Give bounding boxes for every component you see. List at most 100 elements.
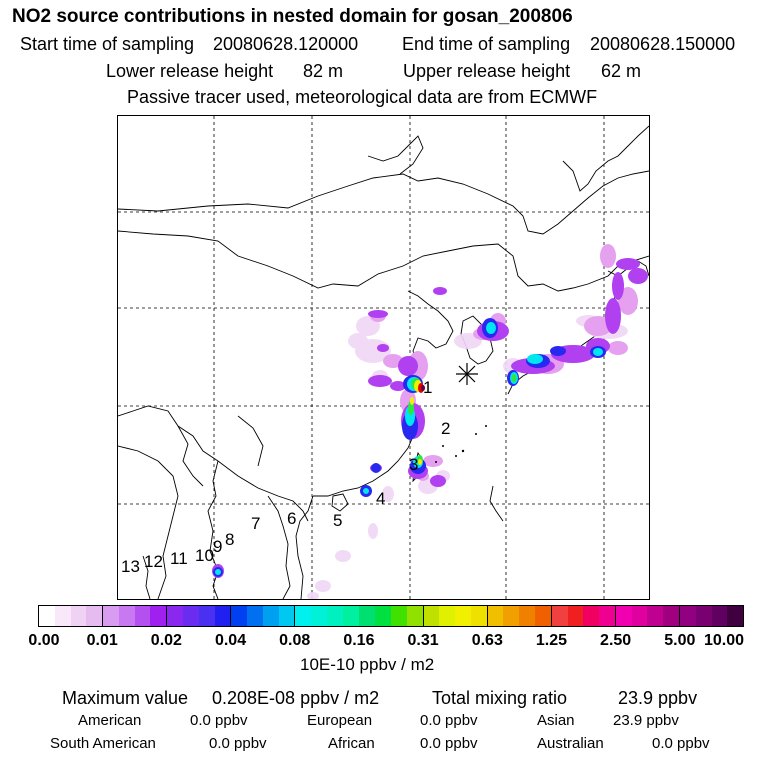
region-label-8: 8 xyxy=(225,530,235,549)
colorbar-swatch xyxy=(487,606,504,626)
region-label-9: 9 xyxy=(213,537,223,556)
colorbar-swatch xyxy=(150,606,167,626)
map-svg xyxy=(118,116,649,599)
colorbar-tick-label: 0.16 xyxy=(343,632,375,649)
colorbar-swatch xyxy=(86,606,103,626)
colorbar-tick-label: 0.02 xyxy=(150,632,182,649)
colorbar-swatch xyxy=(647,606,664,626)
colorbar-segment xyxy=(103,606,168,626)
colorbar-swatch xyxy=(406,606,423,626)
colorbar-swatch xyxy=(470,606,487,626)
colorbar-swatch xyxy=(583,606,600,626)
region-label-3: 3 xyxy=(409,455,419,474)
colorbar-swatch xyxy=(711,606,728,626)
region-label-5: 5 xyxy=(333,511,343,530)
colorbar-tick-label: 0.31 xyxy=(407,632,439,649)
colorbar-segment xyxy=(423,606,488,626)
american-value: 0.0 ppbv xyxy=(190,712,248,729)
colorbar-swatch xyxy=(262,606,279,626)
max-value: 0.208E-08 ppbv / m2 xyxy=(212,688,380,708)
colorbar-swatch xyxy=(391,606,407,626)
plot-title: NO2 source contributions in nested domai… xyxy=(12,6,573,27)
american-label: American xyxy=(78,712,142,729)
colorbar-swatch xyxy=(695,606,712,626)
colorbar-swatch xyxy=(519,606,535,626)
african-value: 0.0 ppbv xyxy=(420,735,478,752)
colorbar-swatch xyxy=(278,606,295,626)
region-label-11: 11 xyxy=(170,549,188,568)
colorbar-tick-label: 1.25 xyxy=(535,632,568,649)
total-mixing-value: 23.9 ppbv xyxy=(618,688,698,708)
colorbar-swatch xyxy=(455,606,471,626)
colorbar-tick-label: 0.00 xyxy=(28,632,60,649)
colorbar-tick-label: 0.08 xyxy=(279,632,311,649)
south-american-value: 0.0 ppbv xyxy=(209,735,267,752)
colorbar-segment xyxy=(231,606,296,626)
colorbar-segment xyxy=(295,606,360,626)
colorbar-swatch xyxy=(567,606,584,626)
colorbar-tick-label: 10.00 xyxy=(703,632,745,649)
colorbar-swatch xyxy=(599,606,615,626)
tracer-plume xyxy=(212,244,648,599)
colorbar-tick-label: 0.04 xyxy=(214,632,247,649)
european-label: European xyxy=(307,712,373,729)
colorbar-swatch xyxy=(342,606,359,626)
colorbar-swatch xyxy=(439,606,456,626)
asian-value: 23.9 ppbv xyxy=(613,712,679,729)
upper-height-label: Upper release height xyxy=(403,61,571,81)
colorbar xyxy=(38,605,744,627)
colorbar-swatch xyxy=(39,606,55,626)
region-label-12: 12 xyxy=(144,552,163,571)
region-label-10: 10 xyxy=(195,546,214,565)
colorbar-swatch xyxy=(359,606,376,626)
australian-value: 0.0 ppbv xyxy=(652,735,710,752)
colorbar-swatch xyxy=(551,606,568,626)
tracer-note: Passive tracer used, meteorological data… xyxy=(127,87,598,107)
colorbar-segment xyxy=(615,606,680,626)
colorbar-swatch xyxy=(679,606,696,626)
colorbar-swatch xyxy=(70,606,87,626)
colorbar-swatch xyxy=(375,606,392,626)
colorbar-swatch xyxy=(198,606,215,626)
colorbar-tick-label: 0.63 xyxy=(471,632,503,649)
start-time-label: Start time of sampling xyxy=(20,34,195,54)
colorbar-swatch xyxy=(311,606,327,626)
start-time-value: 20080628.120000 xyxy=(213,34,359,54)
colorbar-swatch xyxy=(423,606,440,626)
colorbar-swatch xyxy=(295,606,312,626)
total-mixing-label: Total mixing ratio xyxy=(432,688,568,708)
colorbar-swatch xyxy=(247,606,263,626)
colorbar-segment xyxy=(39,606,104,626)
asian-label: Asian xyxy=(537,712,575,729)
region-label-1: 1 xyxy=(423,378,433,397)
region-label-4: 4 xyxy=(376,489,386,508)
colorbar-swatch xyxy=(631,606,648,626)
colorbar-segment xyxy=(679,606,744,626)
colorbar-swatch xyxy=(503,606,520,626)
colorbar-tick-label: 5.00 xyxy=(664,632,696,649)
colorbar-swatch xyxy=(182,606,199,626)
lower-height-label: Lower release height xyxy=(106,61,274,81)
region-label-6: 6 xyxy=(287,509,297,528)
colorbar-swatch xyxy=(663,606,679,626)
region-label-2: 2 xyxy=(441,419,451,438)
colorbar-swatch xyxy=(326,606,343,626)
australian-label: Australian xyxy=(537,735,604,752)
south-american-label: South American xyxy=(50,735,156,752)
colorbar-swatch xyxy=(535,606,551,626)
max-value-label: Maximum value xyxy=(62,688,189,708)
colorbar-segment xyxy=(487,606,552,626)
colorbar-swatch xyxy=(727,606,744,626)
colorbar-segment xyxy=(359,606,424,626)
colorbar-tick-label: 0.01 xyxy=(86,632,118,649)
colorbar-segment xyxy=(167,606,232,626)
end-time-value: 20080628.150000 xyxy=(590,34,736,54)
map-panel: 1 2 3 4 5 6 7 8 9 10 11 12 13 xyxy=(117,115,650,600)
colorbar-swatch xyxy=(214,606,231,626)
colorbar-swatch xyxy=(615,606,632,626)
colorbar-swatch xyxy=(54,606,71,626)
gosan-site-marker xyxy=(456,363,478,385)
lower-height-value: 82 m xyxy=(303,61,344,81)
region-label-13: 13 xyxy=(121,557,140,576)
colorbar-segment xyxy=(551,606,616,626)
